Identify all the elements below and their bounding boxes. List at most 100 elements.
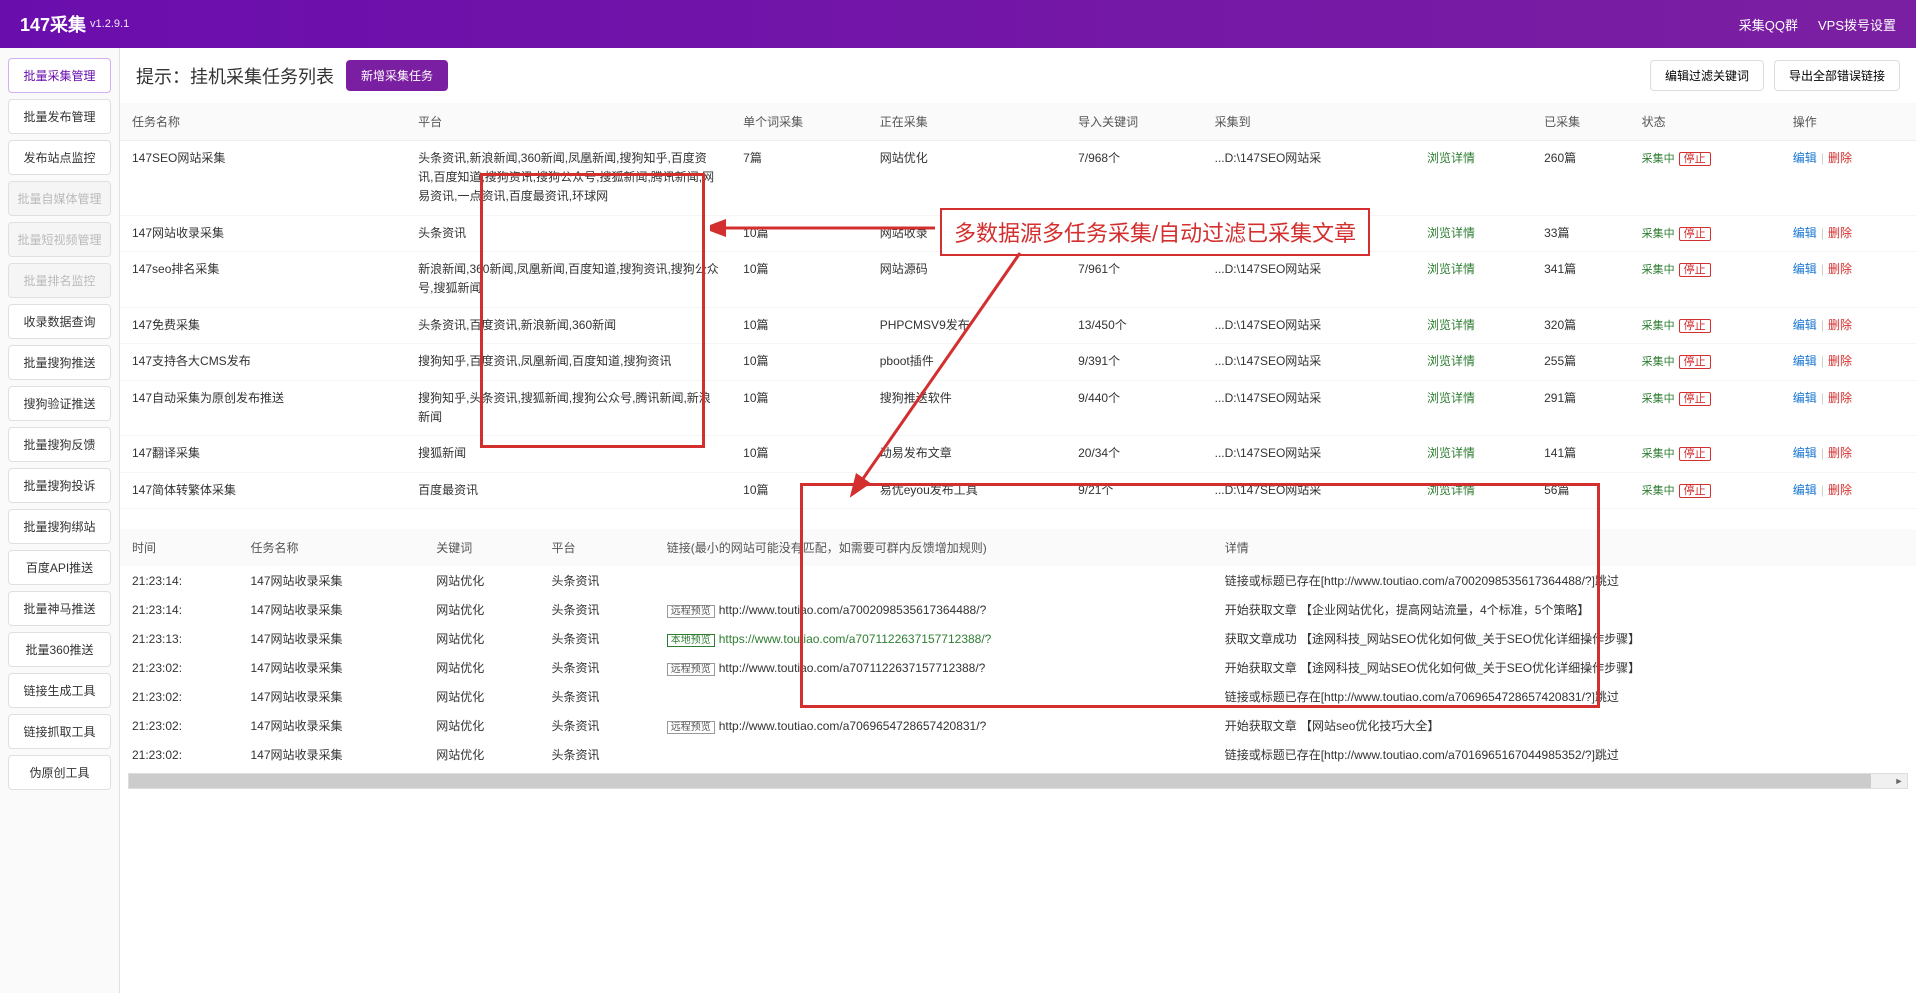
delete-link[interactable]: 删除 xyxy=(1828,483,1852,497)
task-per: 10篇 xyxy=(731,344,868,381)
log-link: 远程预览 http://www.toutiao.com/a707112263715… xyxy=(655,653,1213,682)
browse-detail-link[interactable]: 浏览详情 xyxy=(1427,446,1475,460)
task-path: ...D:\147SEO网站采 xyxy=(1203,472,1415,509)
log-task: 147网站收录采集 xyxy=(239,711,425,740)
stop-button[interactable]: 停止 xyxy=(1679,227,1711,241)
task-header-3: 正在采集 xyxy=(868,103,1066,141)
log-url[interactable]: https://www.toutiao.com/a707112263715771… xyxy=(719,632,992,646)
task-per: 10篇 xyxy=(731,215,868,252)
log-time: 21:23:14: xyxy=(120,595,239,624)
task-collected: 260篇 xyxy=(1532,141,1630,216)
add-task-button[interactable]: 新增采集任务 xyxy=(346,60,448,91)
scroll-right-icon[interactable]: ► xyxy=(1891,774,1907,788)
log-url[interactable]: http://www.toutiao.com/a7069654728657420… xyxy=(719,719,987,733)
log-header-5: 详情 xyxy=(1213,529,1916,566)
task-collecting: PHPCMSV9发布 xyxy=(868,307,1066,344)
sidebar-item-14[interactable]: 批量360推送 xyxy=(8,632,111,667)
browse-detail-link[interactable]: 浏览详情 xyxy=(1427,226,1475,240)
delete-link[interactable]: 删除 xyxy=(1828,391,1852,405)
scrollbar-thumb[interactable] xyxy=(129,774,1871,788)
task-collected: 320篇 xyxy=(1532,307,1630,344)
log-keyword: 网站优化 xyxy=(424,653,539,682)
stop-button[interactable]: 停止 xyxy=(1679,392,1711,406)
sidebar-item-0[interactable]: 批量采集管理 xyxy=(8,58,111,93)
sidebar-item-10[interactable]: 批量搜狗投诉 xyxy=(8,468,111,503)
task-row: 147简体转繁体采集百度最资讯10篇易优eyou发布工具9/21个...D:\1… xyxy=(120,472,1916,509)
browse-detail-link[interactable]: 浏览详情 xyxy=(1427,391,1475,405)
log-time: 21:23:14: xyxy=(120,566,239,595)
stop-button[interactable]: 停止 xyxy=(1679,447,1711,461)
delete-link[interactable]: 删除 xyxy=(1828,318,1852,332)
preview-tag[interactable]: 本地预览 xyxy=(667,634,715,647)
edit-link[interactable]: 编辑 xyxy=(1793,262,1817,276)
qq-group-link[interactable]: 采集QQ群 xyxy=(1739,15,1798,34)
log-url[interactable]: http://www.toutiao.com/a7071122637157712… xyxy=(719,661,986,675)
browse-detail-link[interactable]: 浏览详情 xyxy=(1427,354,1475,368)
sidebar-item-11[interactable]: 批量搜狗绑站 xyxy=(8,509,111,544)
sidebar-item-9[interactable]: 批量搜狗反馈 xyxy=(8,427,111,462)
preview-tag[interactable]: 远程预览 xyxy=(667,605,715,618)
sidebar-item-1[interactable]: 批量发布管理 xyxy=(8,99,111,134)
task-path: ...D:\147SEO网站采 xyxy=(1203,344,1415,381)
task-path: ...D:\147SEO网站采 xyxy=(1203,307,1415,344)
horizontal-scrollbar[interactable]: ◄ ► xyxy=(128,773,1908,789)
task-name: 147免费采集 xyxy=(120,307,406,344)
delete-link[interactable]: 删除 xyxy=(1828,262,1852,276)
sidebar-item-8[interactable]: 搜狗验证推送 xyxy=(8,386,111,421)
sidebar-item-16[interactable]: 链接抓取工具 xyxy=(8,714,111,749)
browse-detail-link[interactable]: 浏览详情 xyxy=(1427,483,1475,497)
task-row: 147支持各大CMS发布搜狗知乎,百度资讯,凤凰新闻,百度知道,搜狗资讯10篇p… xyxy=(120,344,1916,381)
preview-tag[interactable]: 远程预览 xyxy=(667,721,715,734)
sidebar-item-7[interactable]: 批量搜狗推送 xyxy=(8,345,111,380)
stop-button[interactable]: 停止 xyxy=(1679,152,1711,166)
edit-link[interactable]: 编辑 xyxy=(1793,446,1817,460)
delete-link[interactable]: 删除 xyxy=(1828,151,1852,165)
sidebar-item-13[interactable]: 批量神马推送 xyxy=(8,591,111,626)
log-link xyxy=(655,682,1213,711)
browse-detail-link[interactable]: 浏览详情 xyxy=(1427,151,1475,165)
edit-link[interactable]: 编辑 xyxy=(1793,483,1817,497)
delete-link[interactable]: 删除 xyxy=(1828,354,1852,368)
task-path: ...D:\147SEO网站采 xyxy=(1203,436,1415,473)
preview-tag[interactable]: 远程预览 xyxy=(667,663,715,676)
stop-button[interactable]: 停止 xyxy=(1679,319,1711,333)
task-collecting: 易优eyou发布工具 xyxy=(868,472,1066,509)
task-name: 147翻译采集 xyxy=(120,436,406,473)
task-path: ...D:\147SEO网站采 xyxy=(1203,141,1415,216)
browse-detail-link[interactable]: 浏览详情 xyxy=(1427,318,1475,332)
stop-button[interactable]: 停止 xyxy=(1679,355,1711,369)
log-keyword: 网站优化 xyxy=(424,624,539,653)
edit-link[interactable]: 编辑 xyxy=(1793,151,1817,165)
delete-link[interactable]: 删除 xyxy=(1828,446,1852,460)
task-row: 147免费采集头条资讯,百度资讯,新浪新闻,360新闻10篇PHPCMSV9发布… xyxy=(120,307,1916,344)
task-collecting: pboot插件 xyxy=(868,344,1066,381)
app-title: 147采集 xyxy=(20,11,86,37)
log-keyword: 网站优化 xyxy=(424,595,539,624)
task-name: 147自动采集为原创发布推送 xyxy=(120,380,406,435)
task-header-2: 单个词采集 xyxy=(731,103,868,141)
sidebar-item-6[interactable]: 收录数据查询 xyxy=(8,304,111,339)
delete-link[interactable]: 删除 xyxy=(1828,226,1852,240)
task-header-4: 导入关键词 xyxy=(1066,103,1203,141)
export-errors-button[interactable]: 导出全部错误链接 xyxy=(1774,60,1900,91)
sidebar: 批量采集管理批量发布管理发布站点监控批量自媒体管理批量短视频管理批量排名监控收录… xyxy=(0,48,120,993)
edit-link[interactable]: 编辑 xyxy=(1793,391,1817,405)
header-right: 采集QQ群 VPS拨号设置 xyxy=(1739,15,1896,34)
stop-button[interactable]: 停止 xyxy=(1679,484,1711,498)
browse-detail-link[interactable]: 浏览详情 xyxy=(1427,262,1475,276)
sidebar-item-15[interactable]: 链接生成工具 xyxy=(8,673,111,708)
task-name: 147seo排名采集 xyxy=(120,252,406,307)
sidebar-item-2[interactable]: 发布站点监控 xyxy=(8,140,111,175)
log-url[interactable]: http://www.toutiao.com/a7002098535617364… xyxy=(719,603,987,617)
edit-link[interactable]: 编辑 xyxy=(1793,354,1817,368)
vps-settings-link[interactable]: VPS拨号设置 xyxy=(1818,15,1896,34)
task-keywords: 13/450个 xyxy=(1066,307,1203,344)
log-link xyxy=(655,740,1213,769)
sidebar-item-17[interactable]: 伪原创工具 xyxy=(8,755,111,790)
edit-link[interactable]: 编辑 xyxy=(1793,226,1817,240)
stop-button[interactable]: 停止 xyxy=(1679,263,1711,277)
edit-link[interactable]: 编辑 xyxy=(1793,318,1817,332)
edit-filter-button[interactable]: 编辑过滤关键词 xyxy=(1650,60,1764,91)
sidebar-item-12[interactable]: 百度API推送 xyxy=(8,550,111,585)
log-task: 147网站收录采集 xyxy=(239,624,425,653)
